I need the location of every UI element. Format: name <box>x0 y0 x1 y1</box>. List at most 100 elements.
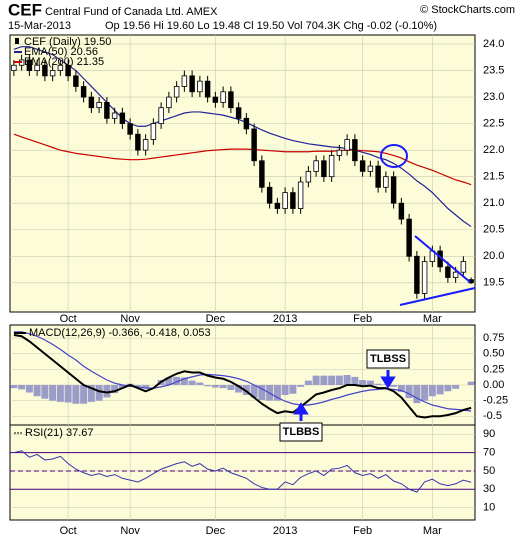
histogram-bar <box>397 385 405 392</box>
y-tick-label: 0.00 <box>483 379 504 391</box>
candle-body <box>375 165 381 188</box>
histogram-bar <box>18 385 26 390</box>
histogram-bar <box>87 385 95 402</box>
histogram-bar <box>204 385 212 387</box>
candle-body <box>150 123 157 140</box>
candle-body <box>251 128 257 162</box>
y-tick-label: -0.25 <box>483 395 508 407</box>
histogram-bar <box>273 385 281 401</box>
source: © StockCharts.com <box>420 4 515 16</box>
legend-icon <box>15 38 19 44</box>
histogram-bar <box>366 380 374 385</box>
histogram-bar <box>320 375 328 385</box>
candle-body <box>166 96 172 109</box>
histogram-bar <box>413 385 421 404</box>
candle-body <box>111 112 118 119</box>
x-tick-label: Dec <box>206 525 226 537</box>
histogram-bar <box>444 385 452 392</box>
quote: Op 19.56 Hi 19.60 Lo 19.48 Cl 19.50 Vol … <box>105 20 437 32</box>
y-tick-label: 20.5 <box>483 224 504 236</box>
rsi-panel <box>9 424 476 521</box>
candle-body <box>297 181 304 209</box>
histogram-bar <box>436 385 444 395</box>
y-tick-label: 20.0 <box>483 250 504 262</box>
y-tick-label: 10 <box>483 502 495 514</box>
candle-body <box>212 96 219 103</box>
annotation-box <box>366 349 410 369</box>
histogram-bar <box>304 380 312 385</box>
histogram-bar <box>180 377 188 385</box>
y-tick-label: 70 <box>483 447 495 459</box>
candle-body <box>34 64 40 71</box>
y-tick-label: 22.0 <box>483 144 504 156</box>
candle-body <box>204 80 211 98</box>
histogram-bar <box>103 385 111 398</box>
rsi-label: RSI(21) 37.67 <box>25 427 93 439</box>
candle-body <box>266 186 273 204</box>
y-tick-label: -0.5 <box>483 410 502 422</box>
histogram-bar <box>421 385 429 401</box>
candle-body <box>305 170 312 183</box>
x-tick-label: Nov <box>120 313 140 325</box>
x-tick-label: Oct <box>60 525 77 537</box>
candle-body <box>135 133 141 151</box>
x-tick-label: Mar <box>423 313 442 325</box>
candle-body <box>406 218 412 257</box>
histogram-bar <box>49 385 57 401</box>
legend-entry: EMA(200) 21.35 <box>24 56 104 68</box>
histogram-bar <box>428 385 436 397</box>
histogram-bar <box>196 382 204 385</box>
macd-label: MACD(12,26,9) -0.366, -0.418, 0.053 <box>29 327 211 339</box>
histogram-bar <box>235 385 243 393</box>
histogram-bar <box>289 385 297 394</box>
candle-body <box>290 192 296 209</box>
histogram-bar <box>405 385 413 399</box>
histogram-bar <box>25 385 33 393</box>
candle-body <box>445 266 451 278</box>
candle-body <box>228 91 234 109</box>
y-tick-label: 21.0 <box>483 197 504 209</box>
candle-body <box>158 107 164 125</box>
legend-entry: CEF (Daily) 19.50 <box>24 36 111 48</box>
histogram-bar <box>351 376 359 385</box>
y-tick-label: 50 <box>483 465 495 477</box>
histogram-bar <box>297 385 305 387</box>
candle-body <box>344 139 350 151</box>
y-tick-label: 22.5 <box>483 118 504 130</box>
y-tick-label: 19.5 <box>483 277 504 289</box>
candle-body <box>321 160 327 178</box>
candle-body <box>259 160 265 188</box>
candle-body <box>142 139 149 151</box>
x-tick-label: Mar <box>423 525 442 537</box>
macd-panel <box>9 324 476 426</box>
y-tick-label: 0.75 <box>483 332 504 344</box>
x-tick-label: Feb <box>353 525 372 537</box>
histogram-bar <box>72 385 80 404</box>
histogram-bar <box>10 385 18 389</box>
candle-body <box>313 160 319 172</box>
candle-body <box>73 75 79 87</box>
histogram-bar <box>359 380 367 385</box>
y-tick-label: 0.50 <box>483 348 504 360</box>
highlight-circle <box>380 144 408 168</box>
histogram-bar <box>219 385 227 389</box>
histogram-bar <box>188 380 196 385</box>
candle-body <box>26 59 33 71</box>
histogram-bar <box>328 375 336 385</box>
histogram-bar <box>312 375 320 385</box>
candle-body <box>96 101 102 109</box>
macd-line <box>13 334 472 419</box>
histogram-bar <box>173 376 181 385</box>
y-tick-label: 21.5 <box>483 171 504 183</box>
y-tick-label: 23.0 <box>483 91 504 103</box>
candle-body <box>390 176 397 204</box>
candle-body <box>383 176 389 188</box>
candle-body <box>11 64 17 71</box>
candle-body <box>119 112 126 125</box>
x-tick-label: Nov <box>120 525 140 537</box>
x-tick-label: 2013 <box>273 525 297 537</box>
histogram-bar <box>467 381 475 385</box>
candle-body <box>181 75 188 87</box>
candle-body <box>57 64 64 71</box>
